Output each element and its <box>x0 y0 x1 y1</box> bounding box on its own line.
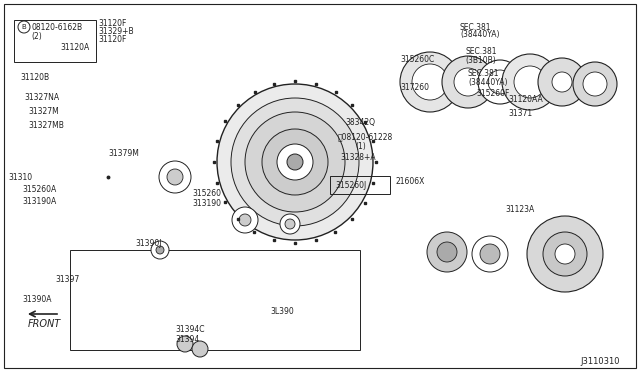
Circle shape <box>156 246 164 254</box>
Circle shape <box>527 216 603 292</box>
Circle shape <box>552 72 572 92</box>
Text: 31120F: 31120F <box>98 19 126 29</box>
Circle shape <box>437 242 457 262</box>
Circle shape <box>502 54 558 110</box>
Text: (1): (1) <box>355 141 365 151</box>
Circle shape <box>555 244 575 264</box>
Text: 315260J: 315260J <box>335 180 366 189</box>
Bar <box>330 176 390 194</box>
Text: FRONT: FRONT <box>28 319 61 329</box>
Text: 31329+B: 31329+B <box>98 28 134 36</box>
Text: 31397: 31397 <box>55 276 79 285</box>
Circle shape <box>543 232 587 276</box>
Text: J3110310: J3110310 <box>580 357 620 366</box>
Text: 31327MB: 31327MB <box>28 122 64 131</box>
Circle shape <box>280 214 300 234</box>
Text: 317260: 317260 <box>400 83 429 92</box>
Text: 31120B: 31120B <box>20 73 49 81</box>
Text: 31390J: 31390J <box>135 240 161 248</box>
Text: 31394: 31394 <box>175 336 199 344</box>
Text: 3L390: 3L390 <box>270 308 294 317</box>
Circle shape <box>427 232 467 272</box>
Text: (38440YA): (38440YA) <box>460 31 499 39</box>
Text: 315260C: 315260C <box>400 55 435 64</box>
Circle shape <box>217 84 373 240</box>
Bar <box>14 20 96 62</box>
Text: 31310: 31310 <box>8 173 32 182</box>
Text: (2): (2) <box>31 32 42 41</box>
Text: SEC.381: SEC.381 <box>465 48 497 57</box>
Circle shape <box>488 70 512 94</box>
Circle shape <box>231 98 359 226</box>
Polygon shape <box>100 27 408 290</box>
Circle shape <box>262 129 328 195</box>
Circle shape <box>412 64 448 100</box>
Circle shape <box>538 58 586 106</box>
Circle shape <box>400 52 460 112</box>
Text: 31379M: 31379M <box>108 150 139 158</box>
Circle shape <box>454 68 482 96</box>
Circle shape <box>232 207 258 233</box>
Circle shape <box>159 161 191 193</box>
Text: (38440YA): (38440YA) <box>468 77 508 87</box>
Polygon shape <box>85 254 350 345</box>
Text: 31120AA: 31120AA <box>508 94 543 103</box>
Circle shape <box>478 60 522 104</box>
Circle shape <box>480 244 500 264</box>
Polygon shape <box>115 148 165 172</box>
Polygon shape <box>415 227 480 277</box>
Text: 313190A: 313190A <box>22 198 56 206</box>
Polygon shape <box>510 207 620 302</box>
Text: 08120-6162B: 08120-6162B <box>31 22 82 32</box>
Circle shape <box>151 241 169 259</box>
Text: 31328+A: 31328+A <box>340 153 376 161</box>
Text: 315260: 315260 <box>192 189 221 199</box>
Circle shape <box>167 169 183 185</box>
Polygon shape <box>115 37 392 277</box>
Circle shape <box>573 62 617 106</box>
Text: (3B10B): (3B10B) <box>465 55 496 64</box>
Circle shape <box>177 336 193 352</box>
Polygon shape <box>106 120 162 148</box>
Circle shape <box>442 56 494 108</box>
Circle shape <box>277 144 313 180</box>
Text: 31394C: 31394C <box>175 326 205 334</box>
Text: SEC.381: SEC.381 <box>468 70 499 78</box>
Polygon shape <box>155 32 220 62</box>
Text: 31390A: 31390A <box>22 295 51 305</box>
Text: 315260A: 315260A <box>22 186 56 195</box>
Bar <box>70 250 360 350</box>
Text: 31120A: 31120A <box>60 42 89 51</box>
Polygon shape <box>565 57 620 112</box>
Text: 31327M: 31327M <box>28 108 59 116</box>
Circle shape <box>245 112 345 212</box>
Text: B: B <box>22 24 26 30</box>
Circle shape <box>472 236 508 272</box>
Text: 31371: 31371 <box>508 109 532 119</box>
Text: 31120F: 31120F <box>98 35 126 45</box>
Text: 315260F: 315260F <box>476 90 509 99</box>
Circle shape <box>239 214 251 226</box>
Text: SEC.381: SEC.381 <box>460 22 492 32</box>
Text: Ⓐ08120-61228: Ⓐ08120-61228 <box>338 132 393 141</box>
Circle shape <box>287 154 303 170</box>
Circle shape <box>514 66 546 98</box>
Circle shape <box>192 341 208 357</box>
Polygon shape <box>175 32 285 87</box>
Circle shape <box>583 72 607 96</box>
Circle shape <box>285 219 295 229</box>
Text: 38342Q: 38342Q <box>345 118 375 126</box>
Text: 31123A: 31123A <box>505 205 534 215</box>
Text: 31327NA: 31327NA <box>24 93 59 102</box>
Text: 21606X: 21606X <box>396 177 426 186</box>
Polygon shape <box>95 82 158 120</box>
Text: 313190: 313190 <box>192 199 221 208</box>
